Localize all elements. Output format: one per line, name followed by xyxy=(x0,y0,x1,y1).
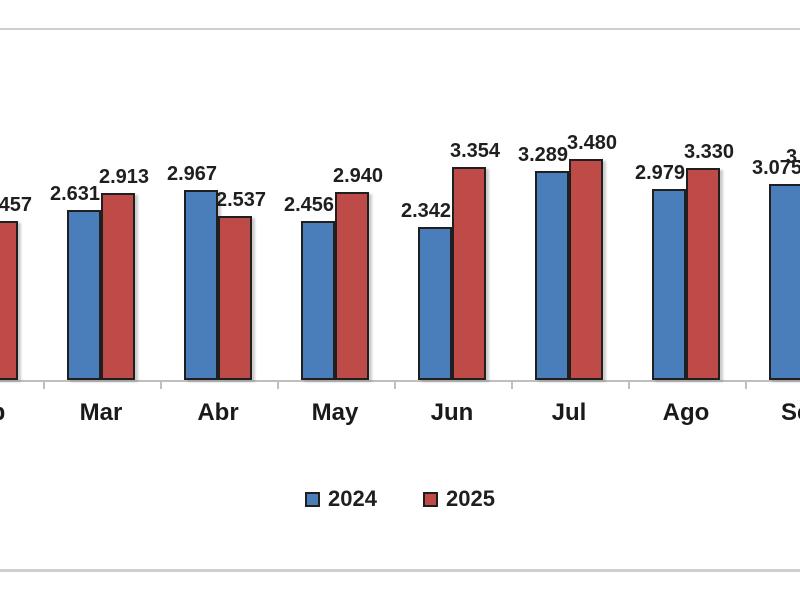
value-label-2024-ago: 2.979 xyxy=(634,162,686,185)
value-label-2025-jul: 3.480 xyxy=(566,132,618,155)
bar-2024-ago xyxy=(652,189,686,380)
value-label-2024-sep: 3.075 xyxy=(751,156,800,179)
bottom-divider xyxy=(0,569,800,572)
legend-swatch-2024 xyxy=(305,491,321,507)
value-label-2024-jun: 2.342 xyxy=(400,200,452,223)
x-axis-tick xyxy=(159,382,162,389)
x-axis-line xyxy=(0,380,800,382)
x-tick-label-abr: Abr xyxy=(197,399,239,426)
bar-2024-sep xyxy=(769,183,800,380)
x-axis-tick xyxy=(744,382,747,389)
bar-2024-mar xyxy=(67,210,101,380)
bar-2025-jun xyxy=(452,166,486,380)
value-label-2025-ago: 3.330 xyxy=(683,141,735,164)
value-label-2024-may: 2.456 xyxy=(283,193,335,216)
x-tick-label-mar: Mar xyxy=(79,399,123,426)
legend: 2024 2025 xyxy=(0,487,800,511)
bar-2025-jul xyxy=(569,159,603,380)
value-label-2024-mar: 2.631 xyxy=(49,183,101,206)
value-label-2025-feb: 2.457 xyxy=(0,193,33,216)
x-tick-label-jun: Jun xyxy=(430,399,474,426)
x-axis-tick xyxy=(393,382,396,389)
x-tick-label-sep: Sep xyxy=(780,399,800,426)
bar-2024-may xyxy=(301,220,335,380)
bar-2024-abr xyxy=(184,189,218,380)
legend-item-2024: 2024 xyxy=(305,487,377,511)
legend-label-2024: 2024 xyxy=(328,486,377,511)
x-tick-label-may: May xyxy=(311,399,359,426)
value-label-2024-abr: 2.967 xyxy=(166,162,218,185)
value-label-2025-mar: 2.913 xyxy=(98,166,150,189)
value-label-2024-jul: 3.289 xyxy=(517,143,569,166)
value-label-2025-may: 2.940 xyxy=(332,164,384,187)
legend-label-2025: 2025 xyxy=(446,486,495,511)
value-label-2025-abr: 2.537 xyxy=(215,188,267,211)
x-tick-label-jul: Jul xyxy=(551,399,587,426)
bar-2024-jul xyxy=(535,170,569,380)
bar-2025-may xyxy=(335,191,369,380)
value-label-2025-jun: 3.354 xyxy=(449,139,501,162)
x-axis-tick xyxy=(627,382,630,389)
x-axis-tick xyxy=(510,382,513,389)
x-axis-tick xyxy=(42,382,45,389)
top-divider xyxy=(0,28,800,30)
x-tick-label-feb: Feb xyxy=(0,399,5,427)
x-tick-label-ago: Ago xyxy=(662,399,710,426)
legend-item-2025: 2025 xyxy=(423,487,495,511)
bar-2025-abr xyxy=(218,215,252,380)
bar-2025-ago xyxy=(686,168,720,380)
value-label-2025-sep-partial: 3. xyxy=(786,146,800,168)
bar-2025-mar xyxy=(101,193,135,380)
bar-2024-jun xyxy=(418,227,452,380)
legend-swatch-2025 xyxy=(423,491,438,507)
x-axis-tick xyxy=(276,382,279,389)
bar-2025-feb xyxy=(0,220,18,380)
